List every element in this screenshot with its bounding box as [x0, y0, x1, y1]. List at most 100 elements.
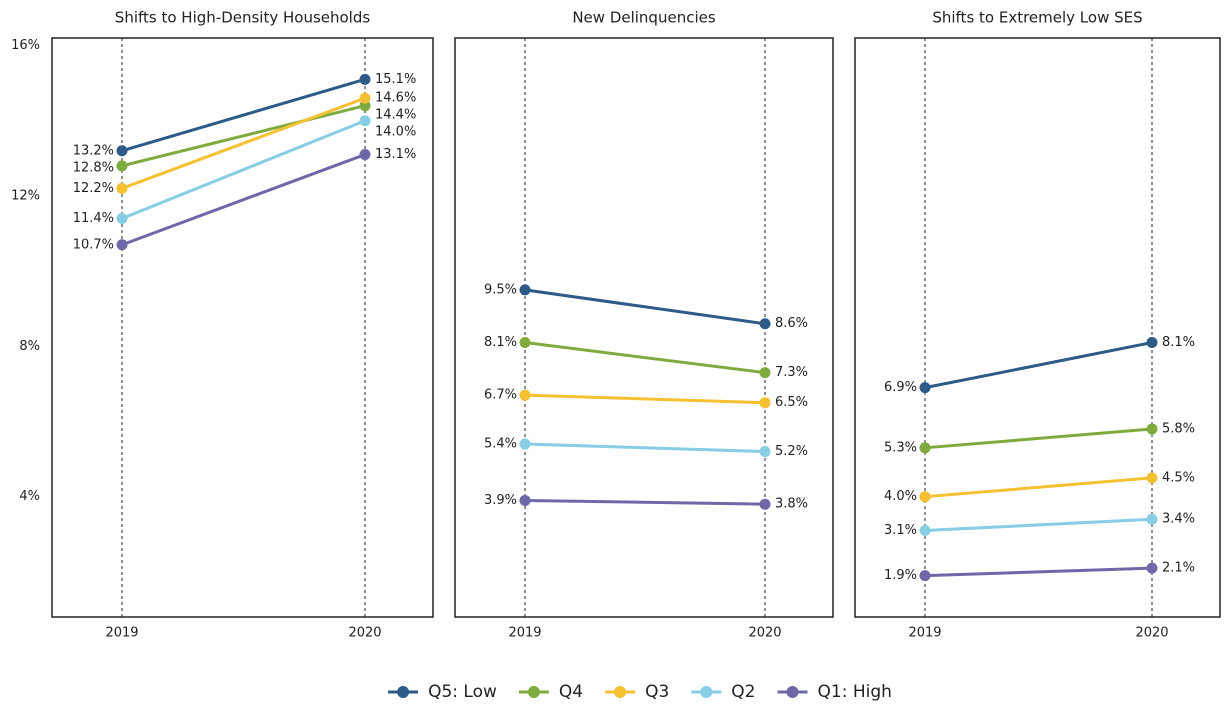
value-label: 4.5% — [1162, 470, 1195, 485]
series-line — [524, 393, 766, 405]
value-label: 14.4% — [375, 108, 416, 123]
point — [919, 442, 931, 454]
point — [519, 438, 531, 450]
value-label: 6.9% — [884, 380, 917, 395]
legend-swatch — [700, 686, 713, 698]
x-tick-label: 2020 — [1135, 626, 1168, 641]
point — [116, 212, 128, 224]
value-label: 5.2% — [775, 444, 808, 459]
series-line — [121, 77, 366, 153]
point — [116, 182, 128, 194]
y-tick-label: 8% — [19, 339, 40, 354]
series-line — [524, 341, 766, 375]
x-tick-label: 2019 — [508, 626, 541, 641]
point — [919, 491, 931, 503]
value-label: 11.4% — [73, 211, 114, 226]
y-tick-label: 16% — [11, 38, 40, 53]
x-tick-label: 2019 — [105, 626, 138, 641]
legend-swatch — [786, 686, 799, 698]
y-tick-label: 12% — [11, 188, 40, 203]
point — [759, 498, 771, 510]
series-line — [924, 476, 1153, 499]
series-line — [524, 442, 766, 454]
point — [759, 446, 771, 458]
y-tick-label: 4% — [19, 489, 40, 504]
value-label: 2.1% — [1162, 561, 1195, 576]
legend-label: Q5: Low — [428, 682, 497, 702]
panel-frame — [51, 37, 434, 618]
series-line — [121, 153, 366, 247]
legend: Q5: Low Q4 Q3 Q2 Q1: High — [388, 682, 892, 702]
legend-label: Q3 — [645, 682, 669, 702]
panel-title: New Delinquencies — [572, 9, 716, 27]
value-label: 6.7% — [484, 388, 517, 403]
value-label: 15.1% — [375, 72, 416, 87]
value-label: 5.8% — [1162, 422, 1195, 437]
value-label: 1.9% — [884, 568, 917, 583]
x-tick-label: 2020 — [348, 626, 381, 641]
point — [359, 149, 371, 161]
point — [359, 92, 371, 104]
value-label: 13.1% — [375, 147, 416, 162]
legend-swatch — [527, 686, 540, 698]
legend-swatch — [397, 686, 410, 698]
legend-label: Q1: High — [818, 682, 892, 702]
point — [1146, 423, 1158, 435]
point — [919, 382, 931, 394]
value-label: 12.2% — [73, 181, 114, 196]
point — [359, 73, 371, 85]
panel-frame — [854, 37, 1221, 618]
series-line — [121, 96, 366, 190]
point — [1146, 562, 1158, 574]
panel-title: Shifts to High-Density Households — [115, 9, 371, 27]
value-label: 5.4% — [484, 437, 517, 452]
point — [116, 239, 128, 251]
value-label: 3.1% — [884, 523, 917, 538]
value-label: 9.5% — [484, 282, 517, 297]
point — [519, 389, 531, 401]
panel-title: Shifts to Extremely Low SES — [932, 9, 1142, 27]
point — [359, 100, 371, 112]
value-label: 5.3% — [884, 440, 917, 455]
value-label: 12.8% — [73, 160, 114, 175]
value-label: 8.1% — [484, 335, 517, 350]
series-line — [524, 498, 766, 506]
value-label: 10.7% — [73, 237, 114, 252]
point — [759, 397, 771, 409]
point — [359, 115, 371, 127]
value-label: 4.0% — [884, 489, 917, 504]
value-label: 8.1% — [1162, 335, 1195, 350]
point — [759, 367, 771, 379]
x-tick-label: 2019 — [908, 626, 941, 641]
point — [116, 160, 128, 172]
series-line — [524, 288, 766, 326]
value-label: 3.4% — [1162, 512, 1195, 527]
panel-frame — [454, 37, 834, 618]
value-label: 3.8% — [775, 497, 808, 512]
value-label: 14.6% — [375, 91, 416, 106]
series-line — [924, 427, 1153, 450]
point — [519, 337, 531, 349]
series-line — [924, 566, 1153, 578]
point — [919, 570, 931, 582]
legend-label: Q2 — [731, 682, 755, 702]
point — [519, 494, 531, 506]
value-label: 3.9% — [484, 493, 517, 508]
legend-label: Q4 — [559, 682, 583, 702]
point — [519, 284, 531, 296]
point — [919, 525, 931, 537]
point — [116, 145, 128, 157]
value-label: 14.0% — [375, 125, 416, 140]
x-tick-label: 2020 — [748, 626, 781, 641]
point — [1146, 337, 1158, 349]
legend-swatch — [614, 686, 627, 698]
value-label: 7.3% — [775, 365, 808, 380]
point — [1146, 472, 1158, 484]
point — [759, 318, 771, 330]
value-label: 8.6% — [775, 316, 808, 331]
value-label: 6.5% — [775, 395, 808, 410]
series-line — [121, 119, 366, 220]
value-label: 13.2% — [73, 143, 114, 158]
